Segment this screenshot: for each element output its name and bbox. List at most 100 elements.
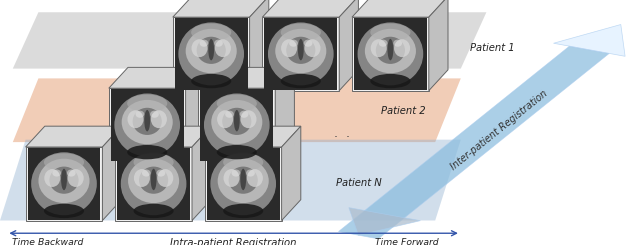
Bar [200, 89, 273, 161]
Ellipse shape [371, 74, 410, 88]
Polygon shape [262, 0, 358, 17]
Ellipse shape [134, 153, 173, 171]
Ellipse shape [223, 204, 263, 218]
Bar [28, 148, 100, 220]
Ellipse shape [139, 167, 168, 194]
Ellipse shape [121, 152, 186, 215]
Polygon shape [13, 12, 486, 69]
Polygon shape [275, 67, 294, 162]
Ellipse shape [67, 170, 76, 177]
Polygon shape [115, 126, 211, 147]
Ellipse shape [225, 111, 234, 118]
Ellipse shape [286, 37, 316, 64]
Polygon shape [250, 0, 269, 91]
Ellipse shape [44, 153, 84, 171]
Text: Patient 1: Patient 1 [470, 43, 515, 53]
Ellipse shape [275, 29, 326, 73]
Text: Time Backward: Time Backward [12, 238, 84, 245]
Ellipse shape [365, 29, 416, 73]
Ellipse shape [157, 170, 165, 177]
Ellipse shape [208, 39, 214, 60]
Ellipse shape [394, 40, 402, 47]
Polygon shape [198, 67, 294, 88]
Ellipse shape [179, 23, 244, 85]
Ellipse shape [268, 23, 333, 85]
Ellipse shape [379, 40, 387, 47]
Ellipse shape [289, 40, 298, 47]
Ellipse shape [371, 24, 410, 41]
Ellipse shape [204, 94, 269, 156]
Polygon shape [282, 126, 301, 220]
Ellipse shape [217, 110, 233, 128]
Text: Time Forward: Time Forward [374, 238, 438, 245]
Ellipse shape [304, 40, 312, 47]
Ellipse shape [298, 39, 304, 60]
Polygon shape [0, 140, 461, 220]
Ellipse shape [223, 169, 239, 187]
Ellipse shape [305, 39, 321, 57]
Ellipse shape [222, 108, 252, 135]
Ellipse shape [144, 110, 150, 131]
Ellipse shape [387, 39, 394, 60]
Ellipse shape [240, 169, 246, 190]
Ellipse shape [49, 167, 79, 194]
Ellipse shape [127, 110, 143, 128]
Polygon shape [109, 88, 186, 162]
Ellipse shape [241, 110, 257, 128]
Ellipse shape [132, 108, 162, 135]
Ellipse shape [211, 152, 276, 215]
Ellipse shape [136, 111, 144, 118]
Ellipse shape [232, 170, 240, 177]
Ellipse shape [371, 39, 387, 57]
Ellipse shape [134, 204, 173, 218]
Polygon shape [339, 0, 358, 91]
Polygon shape [554, 24, 625, 56]
Polygon shape [186, 67, 205, 162]
Ellipse shape [196, 37, 226, 64]
Polygon shape [192, 126, 211, 220]
Ellipse shape [150, 111, 159, 118]
Ellipse shape [281, 74, 321, 88]
Ellipse shape [31, 152, 97, 215]
Ellipse shape [191, 24, 231, 41]
Ellipse shape [200, 40, 208, 47]
Ellipse shape [228, 167, 258, 194]
Polygon shape [109, 67, 205, 88]
Ellipse shape [223, 153, 263, 171]
Ellipse shape [358, 23, 423, 85]
Bar [117, 148, 190, 220]
Ellipse shape [281, 24, 321, 41]
Ellipse shape [247, 169, 263, 187]
Polygon shape [173, 0, 269, 17]
Ellipse shape [218, 159, 269, 203]
Ellipse shape [44, 204, 84, 218]
Text: Patient 2: Patient 2 [381, 107, 426, 116]
Bar [175, 18, 248, 90]
Polygon shape [339, 46, 609, 239]
Ellipse shape [68, 169, 84, 187]
Ellipse shape [217, 145, 257, 159]
Ellipse shape [191, 39, 207, 57]
Ellipse shape [234, 110, 240, 131]
Polygon shape [13, 78, 461, 142]
Ellipse shape [150, 169, 157, 190]
Ellipse shape [142, 170, 150, 177]
Ellipse shape [246, 170, 255, 177]
Ellipse shape [376, 37, 405, 64]
Polygon shape [262, 17, 339, 91]
Ellipse shape [115, 94, 180, 156]
Polygon shape [102, 126, 122, 220]
Ellipse shape [186, 29, 237, 73]
Bar [264, 18, 337, 90]
Ellipse shape [61, 169, 67, 190]
Polygon shape [352, 0, 448, 17]
Bar [111, 89, 184, 161]
Polygon shape [352, 17, 429, 91]
Ellipse shape [215, 39, 231, 57]
Ellipse shape [240, 111, 248, 118]
Ellipse shape [44, 169, 60, 187]
Ellipse shape [52, 170, 61, 177]
Polygon shape [349, 208, 420, 235]
Text: ·  ·: · · [335, 131, 351, 144]
Polygon shape [173, 17, 250, 91]
